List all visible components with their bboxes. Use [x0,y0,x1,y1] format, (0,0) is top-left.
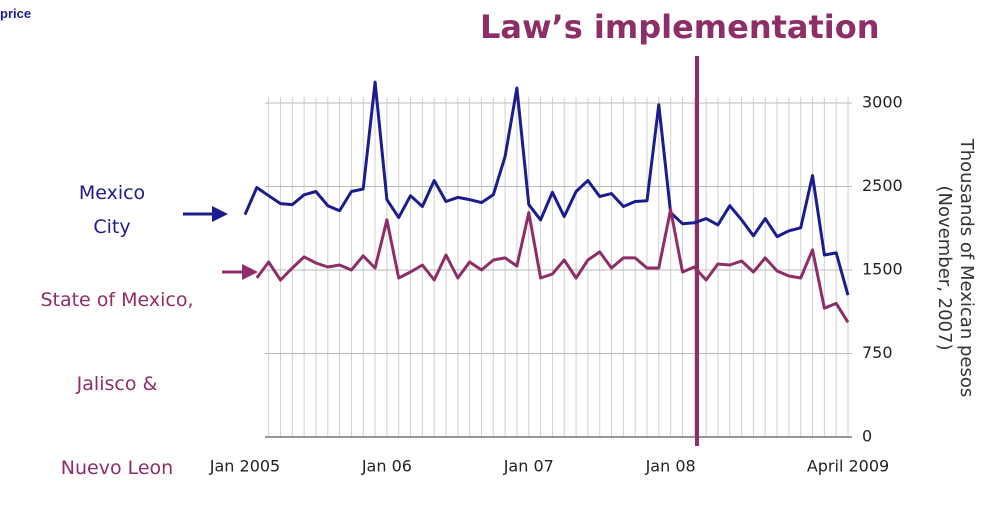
x-tick-label: Jan 2005 [209,457,280,476]
y-tick-label: 750 [862,343,893,362]
x-tick-label: Jan 06 [361,457,412,476]
line-series [255,208,850,324]
chart-title: Law’s implementation [480,8,880,46]
y-tick-label: 0 [862,427,872,446]
legend-label: State of Mexico, Jalisco & Nuevo Leon [40,289,194,479]
line-series [243,80,850,296]
x-tick-label: Jan 07 [503,457,554,476]
page: price Law’s implementation Mexico City S… [0,6,977,479]
legend-label: Mexico City [78,182,146,238]
chart: 0 750 1500 2500 3000 Jan 2005 Jan 06 Jan 07 Jan … [183,56,903,476]
x-tick-label: April 2009 [807,457,889,476]
x-tick-label: Jan 08 [645,457,696,476]
header: price [0,6,32,21]
y-tick-label: 2500 [862,176,903,195]
y-tick-label: 1500 [862,260,903,279]
y-tick-label: 3000 [862,93,903,112]
arrow-head [212,206,228,222]
arrow-head [242,264,258,280]
